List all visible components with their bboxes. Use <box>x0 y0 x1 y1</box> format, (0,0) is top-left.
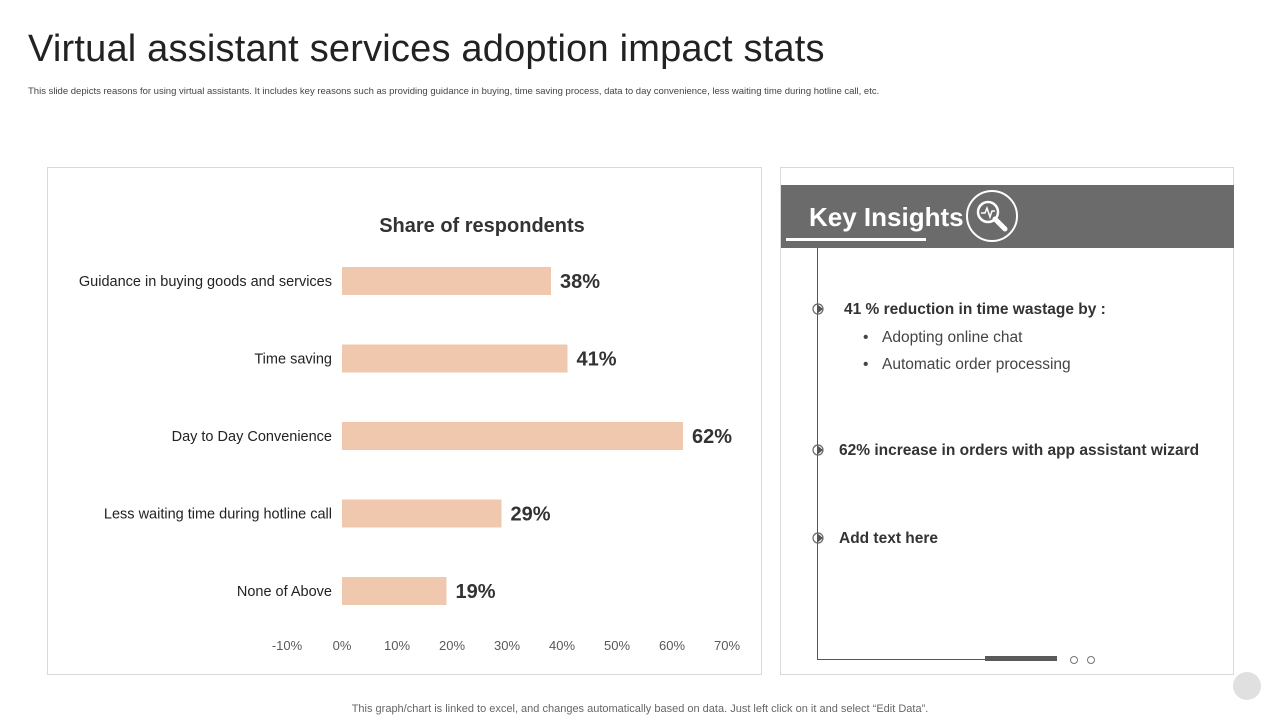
x-tick-label: 10% <box>384 638 410 653</box>
data-label: 62% <box>692 426 732 448</box>
insights-header: Key Insights <box>781 185 1234 248</box>
bar[interactable] <box>342 499 502 528</box>
page-title: Virtual assistant services adoption impa… <box>28 28 825 70</box>
bar-chart[interactable]: Share of respondents Guidance in buying … <box>48 168 763 676</box>
x-tick-label: 0% <box>333 638 352 653</box>
list-item: • Automatic order processing <box>863 356 1071 373</box>
header-underline <box>786 238 926 241</box>
timeline-marker-icon <box>812 303 824 315</box>
timeline-marker-icon <box>812 444 824 456</box>
x-tick-label: 50% <box>604 638 630 653</box>
x-tick-label: -10% <box>272 638 303 653</box>
x-tick-label: 30% <box>494 638 520 653</box>
bar[interactable] <box>342 344 568 373</box>
data-label: 41% <box>577 349 617 371</box>
chart-title: Share of respondents <box>379 215 585 237</box>
bar[interactable] <box>342 267 551 295</box>
data-label: 29% <box>511 504 551 526</box>
x-tick-label: 70% <box>714 638 740 653</box>
timeline-dot <box>1070 656 1078 664</box>
bar[interactable] <box>342 422 683 450</box>
category-label: Guidance in buying goods and services <box>79 274 332 290</box>
magnifier-chart-icon <box>966 190 1018 242</box>
insight-heading: Add text here <box>839 530 939 547</box>
category-label: Time saving <box>254 352 332 368</box>
category-label: None of Above <box>237 584 332 600</box>
timeline-base <box>817 659 987 660</box>
nav-circle-button[interactable] <box>1233 672 1261 700</box>
timeline-marker-icon <box>812 532 824 544</box>
insight-bullet-list: • Adopting online chat • Automatic order p… <box>863 327 1071 381</box>
footnote: This graph/chart is linked to excel, and… <box>351 703 929 715</box>
data-label: 19% <box>456 581 496 603</box>
page-subtitle: This slide depicts reasons for using vir… <box>28 86 880 97</box>
chart-panel[interactable]: Share of respondents Guidance in buying … <box>47 167 762 675</box>
list-item: • Adopting online chat <box>863 329 1023 346</box>
data-label: 38% <box>560 271 600 293</box>
x-tick-label: 60% <box>659 638 685 653</box>
insights-panel: Key Insights 41 % reduction in time wast… <box>780 167 1234 675</box>
insights-title: Key Insights <box>809 202 964 232</box>
timeline-dot <box>1087 656 1095 664</box>
x-tick-label: 40% <box>549 638 575 653</box>
insight-heading: 41 % reduction in time wastage by : <box>844 301 1106 318</box>
x-tick-label: 20% <box>439 638 465 653</box>
timeline-accent-bar <box>985 656 1057 661</box>
insight-heading: 62% increase in orders with app assistan… <box>839 442 1200 459</box>
category-label: Day to Day Convenience <box>172 429 332 445</box>
bar[interactable] <box>342 577 447 605</box>
category-label: Less waiting time during hotline call <box>104 507 332 523</box>
